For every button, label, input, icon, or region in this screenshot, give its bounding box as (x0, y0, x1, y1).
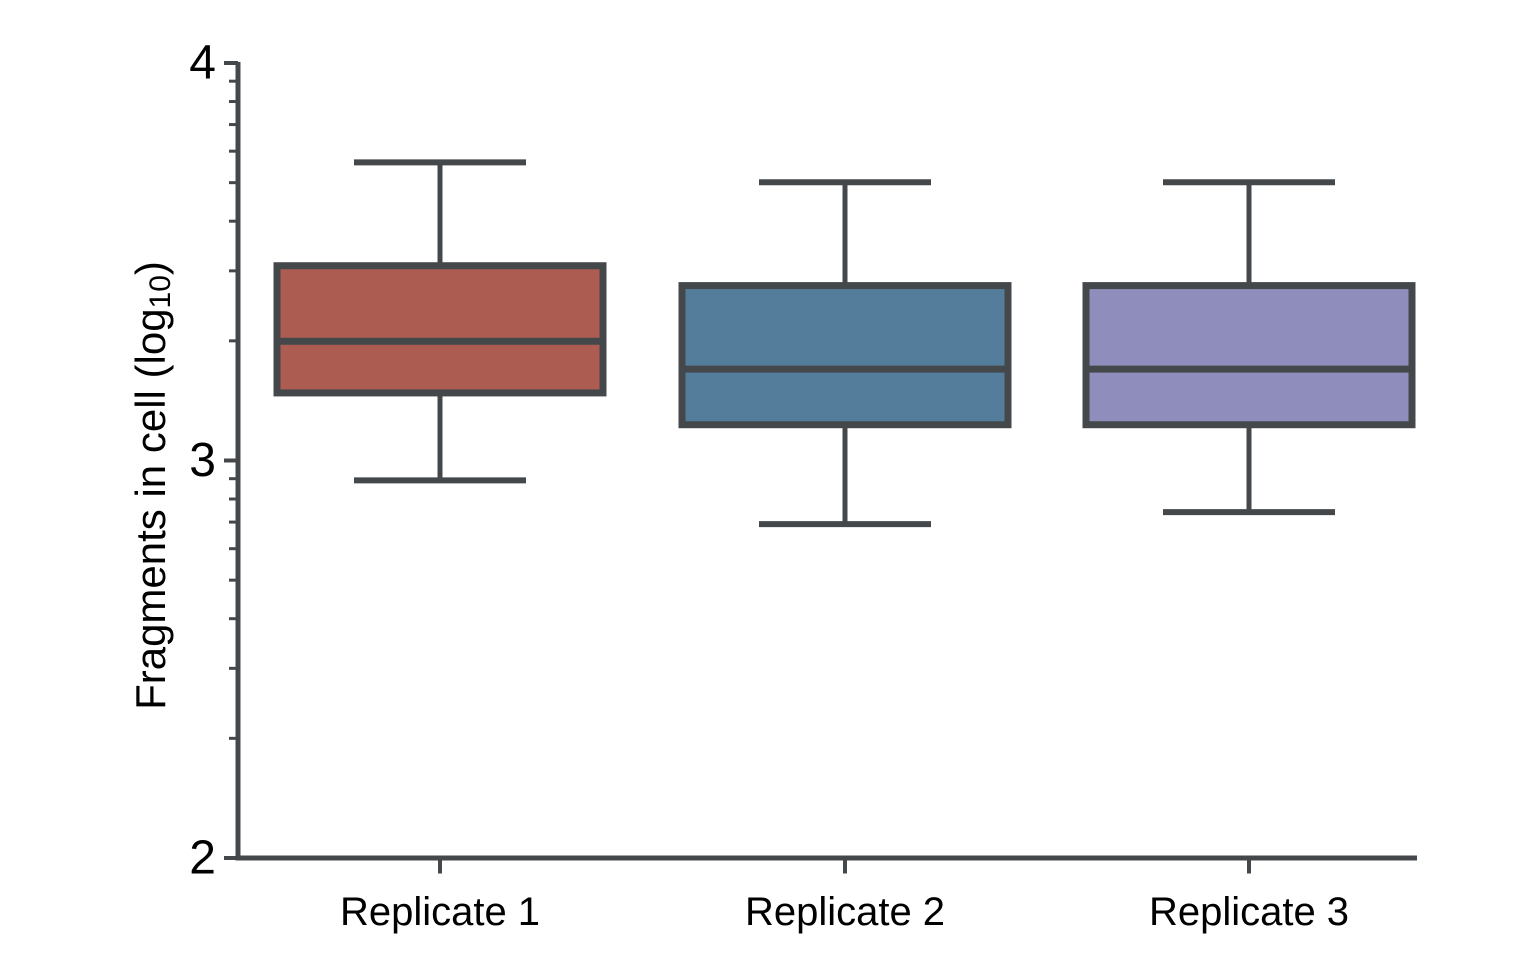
iqr-box-3 (1082, 282, 1416, 429)
iqr-box-1 (273, 262, 607, 397)
x-category-label: Replicate 3 (1149, 890, 1349, 934)
y-tick-label: 2 (189, 832, 216, 885)
y-tick-label: 4 (189, 37, 216, 90)
x-category-label: Replicate 1 (340, 890, 540, 934)
y-tick-label: 3 (189, 434, 216, 487)
x-category-label: Replicate 2 (745, 890, 945, 934)
iqr-box-2 (678, 282, 1012, 429)
y-axis-title: Fragments in cell (log10) (127, 261, 177, 710)
